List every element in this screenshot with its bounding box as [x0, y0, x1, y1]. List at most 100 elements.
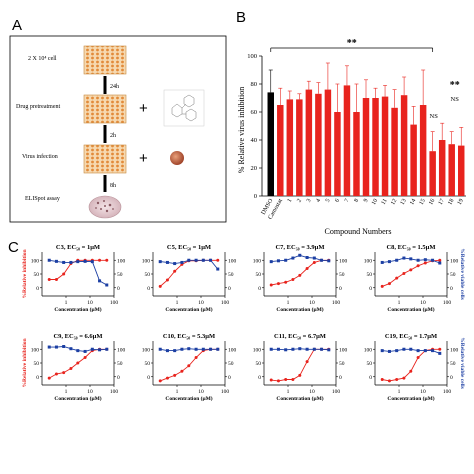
bar-15 [419, 105, 427, 196]
x-axis-label: Concentration (μM) [165, 395, 212, 402]
viability-point [298, 253, 302, 257]
right-y-tick-label: 100 [450, 258, 459, 264]
inhibition-point [387, 379, 391, 383]
viability-point [423, 258, 427, 262]
right-y-axis-label: %Relative viable cells [459, 337, 465, 389]
left-y-tick-label: 0 [258, 286, 261, 292]
bar-category-label: 19 [457, 198, 465, 206]
bar-category-label: 9 [363, 198, 370, 204]
viability-point [402, 347, 406, 351]
right-y-tick-label: 0 [228, 286, 231, 292]
left-y-tick-label: 50 [256, 272, 262, 278]
viability-point [387, 260, 391, 264]
viability-point [76, 260, 80, 264]
right-y-tick-label: 100 [339, 258, 348, 264]
viability-point [438, 351, 442, 355]
viability-point [62, 345, 66, 348]
inhibition-point [173, 269, 177, 273]
inhibition-line [159, 259, 218, 287]
viability-point [284, 258, 288, 262]
x-tick-label: 100 [332, 300, 341, 306]
dose-response-plot-5: C9, EC₅₀ = 6.6μM 0 50 100 0 50 100 1 10 100 Concen… [22, 333, 126, 402]
ns-label-2: NS [451, 96, 460, 103]
viability-point [416, 258, 420, 262]
right-y-tick-label: 0 [450, 286, 453, 292]
workflow-step-elispot: ELISpot assay [25, 196, 60, 202]
panel-b-bar-chart: B % Relative virus inhibition 0 20 40 60 80 1… [236, 9, 466, 236]
right-y-tick-label: 0 [339, 375, 342, 381]
inhibition-point [165, 278, 169, 282]
viability-point [409, 257, 413, 261]
viability-point [320, 347, 324, 351]
viability-point [395, 258, 399, 262]
x-tick-label: 1 [287, 300, 290, 306]
bar-category-label: 15 [419, 198, 427, 206]
viability-point [276, 347, 280, 351]
significance-stars-right: ** [450, 80, 460, 91]
inhibition-point [47, 278, 51, 281]
inhibition-point [180, 369, 184, 373]
inhibition-point [305, 267, 309, 270]
viability-point [284, 348, 288, 352]
x-tick-label: 100 [221, 300, 230, 306]
left-y-tick-label: 50 [145, 272, 151, 278]
bar-chart-y-tick-label: 100 [247, 53, 257, 60]
bar-16 [429, 151, 436, 196]
duration-3: 8h [110, 183, 116, 189]
viability-point [298, 347, 302, 351]
x-tick-label: 10 [198, 300, 204, 306]
duration-1: 24h [110, 84, 119, 90]
plus-sign-1: + [139, 100, 148, 117]
bar-5 [324, 89, 332, 196]
viability-point [305, 256, 309, 259]
x-axis-label: Concentration (μM) [54, 306, 101, 313]
left-y-tick-label: 0 [258, 375, 261, 381]
bar-category-label: 17 [438, 198, 446, 206]
viability-point [402, 256, 406, 260]
x-tick-label: 10 [420, 300, 426, 306]
plot-title: C10, EC₅₀ = 5.3μM [163, 333, 215, 340]
left-y-axis-label: %Relative inhibition [22, 249, 28, 298]
viability-point [194, 258, 198, 262]
viability-point [165, 260, 169, 264]
inhibition-point [54, 278, 58, 281]
viability-point [431, 349, 435, 353]
left-y-tick-label: 100 [253, 347, 262, 353]
right-y-tick-label: 50 [450, 361, 456, 367]
x-tick-label: 1 [398, 300, 401, 306]
ns-label-1: NS [430, 113, 439, 120]
x-tick-label: 1 [65, 389, 68, 395]
bar-1 [286, 99, 294, 196]
viability-point [76, 349, 80, 353]
virus-particle-icon [170, 151, 184, 165]
workflow-step-cells: 2 X 10⁴ cell [28, 56, 57, 62]
inhibition-point [76, 361, 80, 365]
inhibition-point [284, 280, 288, 284]
bar-dmso [267, 92, 274, 196]
viability-point [395, 349, 399, 353]
inhibition-point [284, 378, 288, 381]
right-y-tick-label: 0 [450, 375, 453, 381]
viability-point [276, 259, 280, 263]
plot-title: C5, EC₅₀ = 1μM [167, 244, 211, 251]
viability-point [380, 260, 384, 264]
left-y-axis-label: %Relative inhibition [22, 338, 28, 387]
right-y-axis-label: %Relative viable cells [459, 248, 465, 300]
bar-chart-y-tick-label: 20 [251, 165, 258, 172]
left-y-tick-label: 0 [369, 286, 372, 292]
viability-point [158, 347, 162, 351]
viability-point [209, 258, 213, 262]
viability-point [269, 260, 273, 264]
plus-sign-2: + [139, 150, 148, 167]
x-tick-label: 10 [420, 389, 426, 395]
x-axis-label: Concentration (μM) [276, 306, 323, 313]
left-y-tick-label: 100 [364, 258, 373, 264]
bar-category-label: 10 [371, 198, 379, 206]
viability-point [269, 347, 273, 351]
inhibition-point [305, 360, 309, 364]
inhibition-point [416, 264, 420, 268]
bar-category-label: 5 [325, 198, 332, 204]
viability-point [90, 347, 94, 351]
